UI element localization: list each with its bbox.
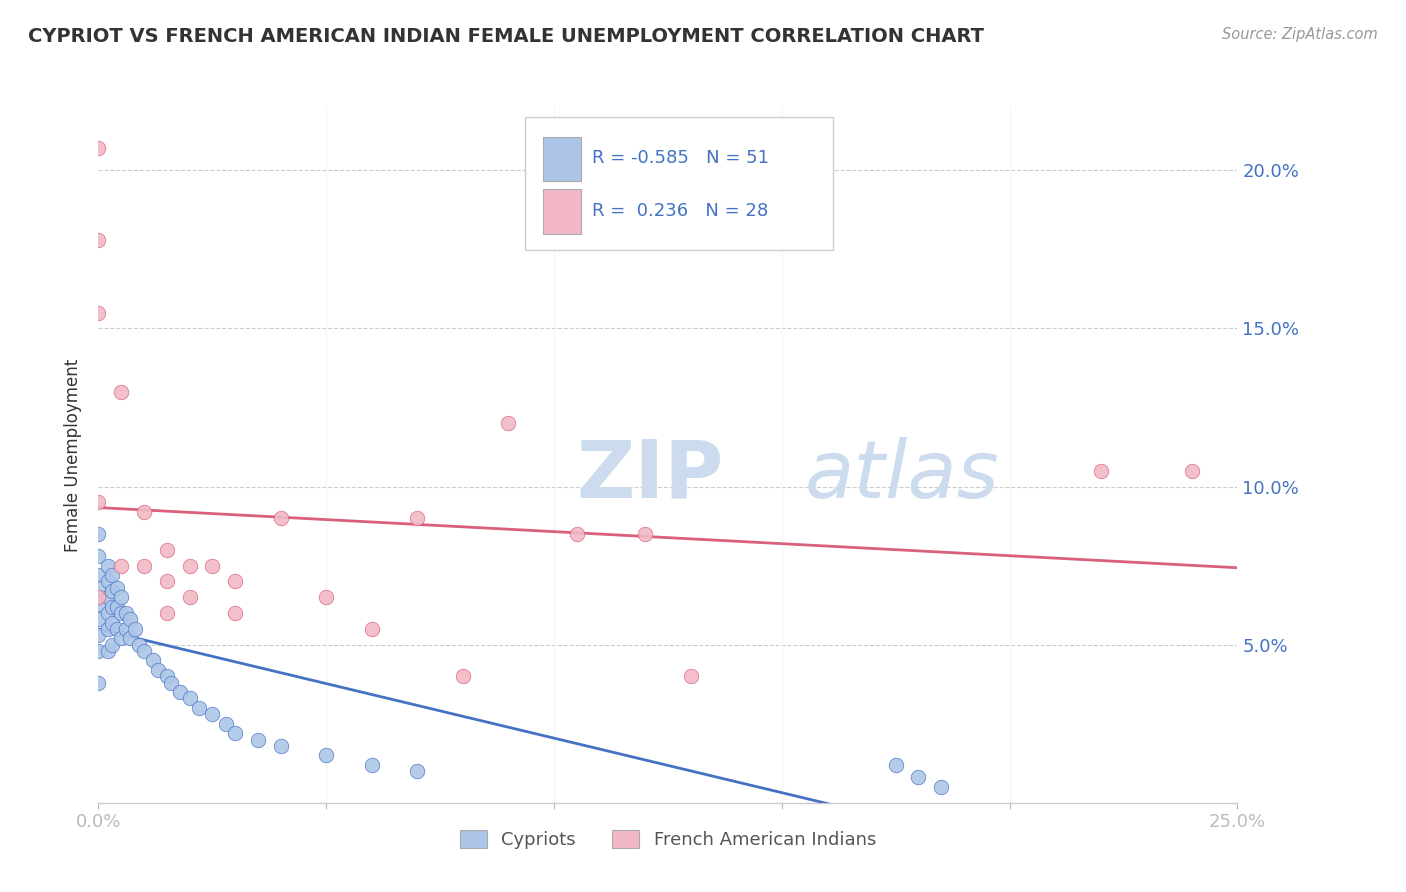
Point — [87, 628, 110, 642]
Point — [246, 732, 269, 747]
Point — [156, 669, 179, 683]
Point — [451, 669, 474, 683]
Point — [105, 622, 128, 636]
Point — [87, 597, 110, 611]
Point — [87, 549, 110, 563]
Point — [120, 612, 142, 626]
Point — [142, 653, 165, 667]
Point — [179, 591, 201, 605]
Legend: Cypriots, French American Indians: Cypriots, French American Indians — [453, 822, 883, 856]
Point — [565, 527, 588, 541]
Point — [929, 780, 952, 794]
Point — [201, 707, 224, 722]
Point — [406, 764, 429, 779]
Point — [96, 644, 118, 658]
Point — [110, 558, 132, 573]
Point — [87, 591, 110, 605]
Text: atlas: atlas — [804, 437, 1000, 515]
Point — [96, 622, 118, 636]
Point — [96, 558, 118, 573]
Point — [87, 644, 110, 658]
Point — [87, 568, 110, 582]
Point — [132, 558, 155, 573]
Point — [101, 638, 124, 652]
Point — [110, 591, 132, 605]
Point — [96, 574, 118, 589]
Point — [96, 606, 118, 620]
Point — [224, 574, 246, 589]
Point — [110, 632, 132, 646]
Text: ZIP: ZIP — [576, 437, 724, 515]
Point — [498, 417, 520, 431]
FancyBboxPatch shape — [526, 118, 832, 250]
Point — [132, 644, 155, 658]
Point — [101, 583, 124, 598]
Point — [679, 669, 702, 683]
FancyBboxPatch shape — [543, 189, 581, 234]
Point — [105, 581, 128, 595]
Point — [124, 622, 146, 636]
Point — [884, 757, 907, 772]
Point — [87, 527, 110, 541]
Point — [110, 606, 132, 620]
Point — [1181, 464, 1204, 478]
Point — [169, 685, 191, 699]
Point — [179, 558, 201, 573]
Point — [224, 606, 246, 620]
Point — [360, 622, 382, 636]
Point — [156, 574, 179, 589]
Point — [132, 505, 155, 519]
Point — [187, 701, 209, 715]
Point — [87, 675, 110, 690]
Text: Source: ZipAtlas.com: Source: ZipAtlas.com — [1222, 27, 1378, 42]
Point — [101, 568, 124, 582]
Point — [110, 384, 132, 399]
Point — [87, 495, 110, 509]
Point — [224, 726, 246, 740]
Point — [87, 581, 110, 595]
Point — [315, 591, 337, 605]
Point — [128, 638, 150, 652]
Point — [315, 748, 337, 763]
Point — [634, 527, 657, 541]
Point — [270, 739, 292, 753]
Point — [105, 599, 128, 614]
Text: R =  0.236   N = 28: R = 0.236 N = 28 — [592, 202, 768, 220]
Point — [360, 757, 382, 772]
Point — [146, 663, 169, 677]
Y-axis label: Female Unemployment: Female Unemployment — [65, 359, 83, 551]
Point — [160, 675, 183, 690]
Point — [156, 606, 179, 620]
Point — [406, 511, 429, 525]
Point — [87, 141, 110, 155]
FancyBboxPatch shape — [543, 137, 581, 181]
Point — [87, 233, 110, 247]
Point — [907, 771, 929, 785]
Text: R = -0.585   N = 51: R = -0.585 N = 51 — [592, 149, 769, 167]
Point — [114, 606, 136, 620]
Point — [87, 305, 110, 319]
Point — [120, 632, 142, 646]
Point — [201, 558, 224, 573]
Point — [179, 691, 201, 706]
Point — [114, 622, 136, 636]
Point — [270, 511, 292, 525]
Point — [101, 615, 124, 630]
Text: CYPRIOT VS FRENCH AMERICAN INDIAN FEMALE UNEMPLOYMENT CORRELATION CHART: CYPRIOT VS FRENCH AMERICAN INDIAN FEMALE… — [28, 27, 984, 45]
Point — [156, 542, 179, 557]
Point — [1090, 464, 1112, 478]
Point — [87, 612, 110, 626]
Point — [215, 716, 238, 731]
Point — [96, 591, 118, 605]
Point — [101, 599, 124, 614]
